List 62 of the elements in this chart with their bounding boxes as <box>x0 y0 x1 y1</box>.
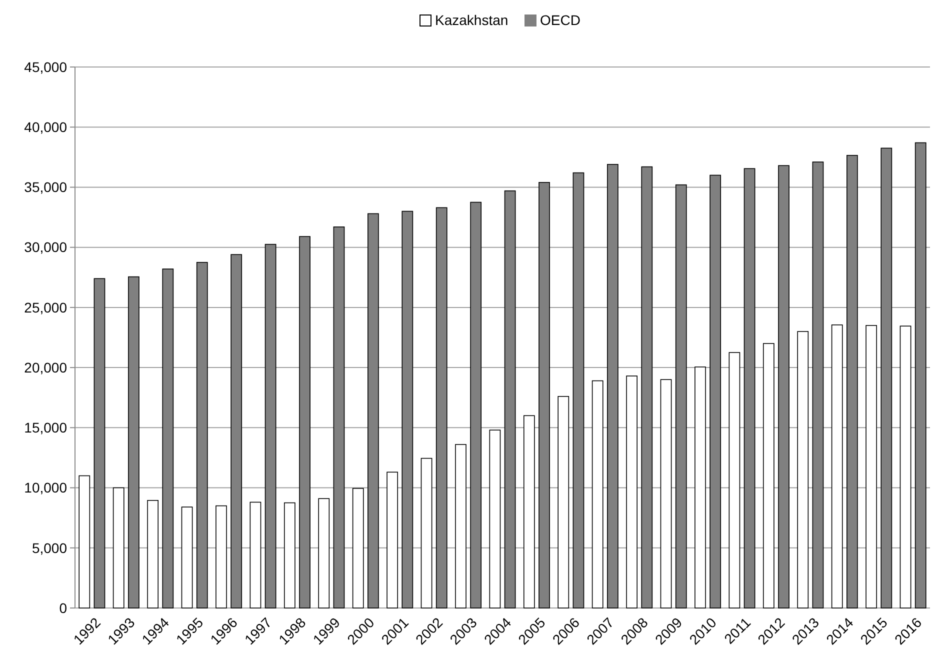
bar <box>558 396 570 608</box>
bar <box>112 487 124 608</box>
bar <box>694 366 706 608</box>
bar <box>299 236 310 608</box>
bar <box>181 506 193 608</box>
bar <box>914 142 926 608</box>
bar <box>831 324 843 608</box>
y-tick-label: 35,000 <box>24 179 68 196</box>
bar <box>250 502 262 608</box>
bar <box>812 162 824 608</box>
bar <box>641 166 653 608</box>
bar <box>626 376 638 608</box>
bar <box>128 276 140 608</box>
bar <box>147 500 158 608</box>
y-tick-label: 10,000 <box>24 480 68 496</box>
bar <box>94 278 106 608</box>
y-tick-label: 20,000 <box>24 359 68 376</box>
bar <box>284 502 296 608</box>
bar <box>333 226 345 608</box>
bar <box>607 164 618 608</box>
bar <box>78 475 90 608</box>
bar <box>675 184 687 608</box>
bar <box>318 498 330 608</box>
bar <box>402 210 414 608</box>
bar <box>368 213 379 608</box>
bar <box>489 430 501 608</box>
y-tick-label: 0 <box>59 600 68 616</box>
bar <box>352 488 364 608</box>
bar <box>572 172 584 608</box>
bar <box>592 380 604 608</box>
bar <box>504 190 516 608</box>
y-tick-label: 40,000 <box>24 119 68 136</box>
y-tick-label: 45,000 <box>24 58 68 75</box>
bar <box>797 331 809 608</box>
legend-label: OECD <box>540 12 580 28</box>
bar <box>744 168 756 608</box>
bar <box>523 415 535 608</box>
bar <box>866 325 877 608</box>
bar <box>216 505 227 608</box>
y-tick-label: 5,000 <box>32 540 68 556</box>
legend-label: Kazakhstan <box>435 12 508 28</box>
bar <box>710 174 722 608</box>
bar <box>660 379 672 608</box>
bar <box>264 244 276 608</box>
y-tick-label: 15,000 <box>24 420 68 436</box>
bar <box>900 326 912 608</box>
bar <box>230 254 242 608</box>
bar <box>846 154 858 608</box>
bar <box>386 472 398 608</box>
bar <box>880 148 892 608</box>
bar <box>436 207 448 608</box>
bar <box>778 165 790 608</box>
bar <box>455 444 466 608</box>
y-tick-label: 30,000 <box>24 239 68 256</box>
bar <box>420 458 432 608</box>
bar <box>762 343 774 608</box>
bar <box>728 352 740 608</box>
bar <box>196 262 208 608</box>
y-tick-label: 25,000 <box>24 299 68 316</box>
bar <box>538 182 550 608</box>
bar <box>470 202 482 608</box>
bar <box>162 268 174 608</box>
